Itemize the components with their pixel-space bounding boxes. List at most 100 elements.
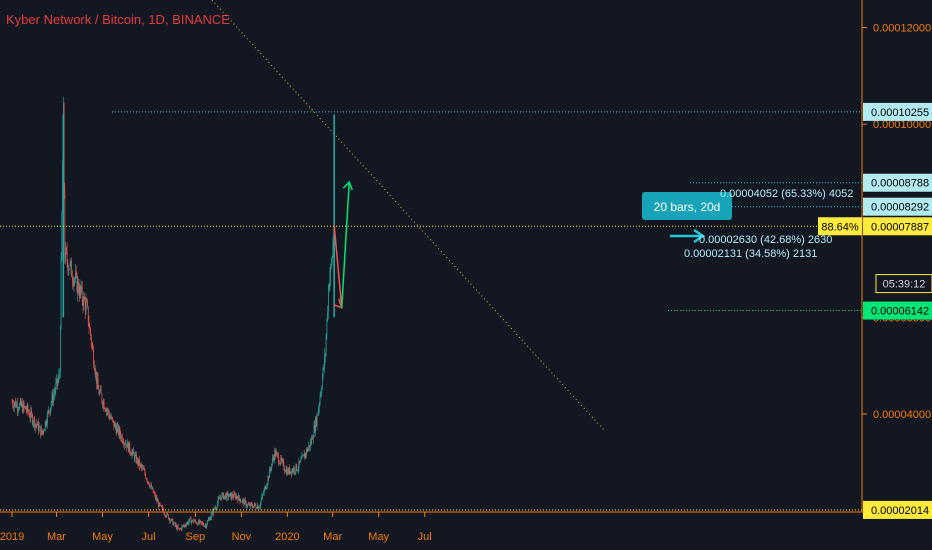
candle-body (213, 508, 214, 515)
candle-body (189, 518, 190, 522)
candle-body (187, 522, 189, 524)
candle-body (332, 243, 334, 257)
candle-body (32, 414, 33, 424)
candle-body (232, 497, 234, 498)
candle-body (103, 401, 104, 406)
candle-body (255, 505, 257, 508)
candle-body (236, 495, 238, 498)
candle-body (299, 461, 301, 463)
candle-body (75, 273, 76, 280)
candle-body (238, 495, 239, 501)
candle-body (195, 520, 196, 522)
candle-body (310, 442, 312, 444)
candle-body (182, 525, 183, 527)
price-level-tag (863, 500, 932, 519)
candle-body (161, 506, 163, 508)
candle-body (274, 450, 276, 460)
candle-body (147, 481, 149, 483)
candle-body (218, 498, 220, 500)
candle-body (141, 465, 143, 468)
candle-body (312, 437, 314, 440)
candle-body (174, 522, 176, 526)
candle-body (53, 394, 54, 402)
candle-body (262, 494, 264, 496)
candle-body (230, 493, 232, 499)
candle-body (223, 493, 224, 499)
candle-body (317, 414, 319, 416)
candle-body (54, 390, 56, 393)
candle-body (79, 286, 81, 297)
candle-body (223, 496, 225, 499)
candle-body (53, 392, 55, 395)
candle-body (59, 328, 61, 374)
candle-body (277, 453, 279, 456)
price-level-tag (863, 301, 932, 320)
candle-body (96, 371, 97, 384)
candle-body (175, 525, 177, 526)
candle-body (72, 277, 73, 281)
candle-body (226, 492, 228, 494)
candle-body (156, 497, 158, 502)
candle-body (203, 524, 205, 527)
candle-body (293, 467, 294, 472)
candle-body (284, 469, 285, 471)
candle-body (278, 462, 280, 464)
candle-body (244, 499, 246, 502)
candle-body (88, 323, 90, 328)
candle-body (170, 518, 172, 521)
candle-body (23, 403, 25, 407)
candle-body (198, 520, 200, 524)
candle-body (266, 486, 267, 489)
candle-body (256, 507, 257, 509)
candle-body (181, 526, 183, 530)
candle-body (200, 520, 202, 522)
candle-body (158, 502, 160, 507)
candle-body (198, 520, 199, 526)
candle-body (150, 484, 152, 486)
candle-body (320, 392, 322, 397)
candle-body (214, 507, 216, 510)
candle-body (168, 518, 170, 520)
candle-body (159, 502, 161, 506)
candle-body (268, 476, 270, 479)
candle-body (45, 421, 47, 425)
candle-body (324, 355, 325, 367)
candle-body (133, 453, 135, 460)
candle-body (219, 498, 220, 500)
candle-body (212, 511, 214, 515)
candle-body (195, 521, 197, 524)
candle-body (321, 388, 322, 393)
candle-body (24, 406, 26, 408)
candle-body (235, 495, 237, 499)
candle-body (244, 499, 245, 505)
candle-body (35, 423, 37, 425)
candle-body (56, 378, 58, 384)
candle-body (261, 495, 263, 500)
price-level-label: 0.00002014 (871, 505, 929, 517)
candle-body (11, 401, 13, 403)
candle-body (127, 442, 129, 452)
candle-body (239, 498, 241, 502)
candle-body (316, 414, 318, 426)
candle-body (305, 453, 307, 455)
candle-body (112, 417, 113, 420)
price-level-label: 0.00010255 (871, 107, 929, 119)
candle-body (28, 411, 29, 414)
candle-body (143, 467, 144, 470)
candle-body (306, 449, 308, 452)
candle-body (243, 499, 245, 505)
candle-body (87, 306, 89, 324)
candle-body (12, 402, 14, 406)
candle-body (273, 457, 275, 460)
price-level-label: 0.00007887 (871, 221, 929, 233)
candle-body (186, 522, 188, 524)
candle-body (60, 258, 62, 329)
candle-body (315, 418, 317, 426)
projection-down-arrow (333, 225, 343, 308)
candle-body (183, 525, 184, 527)
candle-body (153, 492, 155, 494)
candle-body (204, 524, 206, 526)
y-tick-label: 0.00012000 (873, 23, 931, 35)
candle-body (224, 494, 226, 497)
